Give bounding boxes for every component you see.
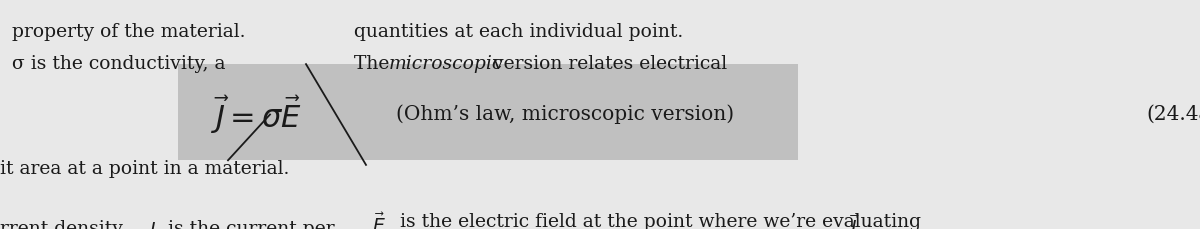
FancyBboxPatch shape bbox=[178, 64, 798, 160]
Text: it area at a point in a material.: it area at a point in a material. bbox=[0, 160, 289, 178]
Text: is the current per: is the current per bbox=[162, 220, 335, 229]
Text: (Ohm’s law, microscopic version): (Ohm’s law, microscopic version) bbox=[396, 105, 734, 124]
Text: microscopic: microscopic bbox=[389, 55, 503, 73]
Text: $\vec{E}$: $\vec{E}$ bbox=[372, 213, 386, 229]
Text: $\mathit{J}$: $\mathit{J}$ bbox=[146, 220, 156, 229]
Text: (24.4a): (24.4a) bbox=[1146, 105, 1200, 124]
Text: σ is the conductivity, a: σ is the conductivity, a bbox=[12, 55, 226, 73]
Text: version relates electrical: version relates electrical bbox=[487, 55, 727, 73]
Text: is the electric field at the point where we’re evaluating: is the electric field at the point where… bbox=[394, 213, 926, 229]
Text: quantities at each individual point.: quantities at each individual point. bbox=[354, 23, 683, 41]
Text: .: . bbox=[865, 213, 871, 229]
Text: The: The bbox=[354, 55, 395, 73]
Text: $\vec{J} = \sigma\vec{E}$: $\vec{J} = \sigma\vec{E}$ bbox=[210, 93, 302, 136]
Text: property of the material.: property of the material. bbox=[12, 23, 246, 41]
Text: rrent density: rrent density bbox=[0, 220, 128, 229]
Text: $\vec{J}$: $\vec{J}$ bbox=[847, 213, 860, 229]
